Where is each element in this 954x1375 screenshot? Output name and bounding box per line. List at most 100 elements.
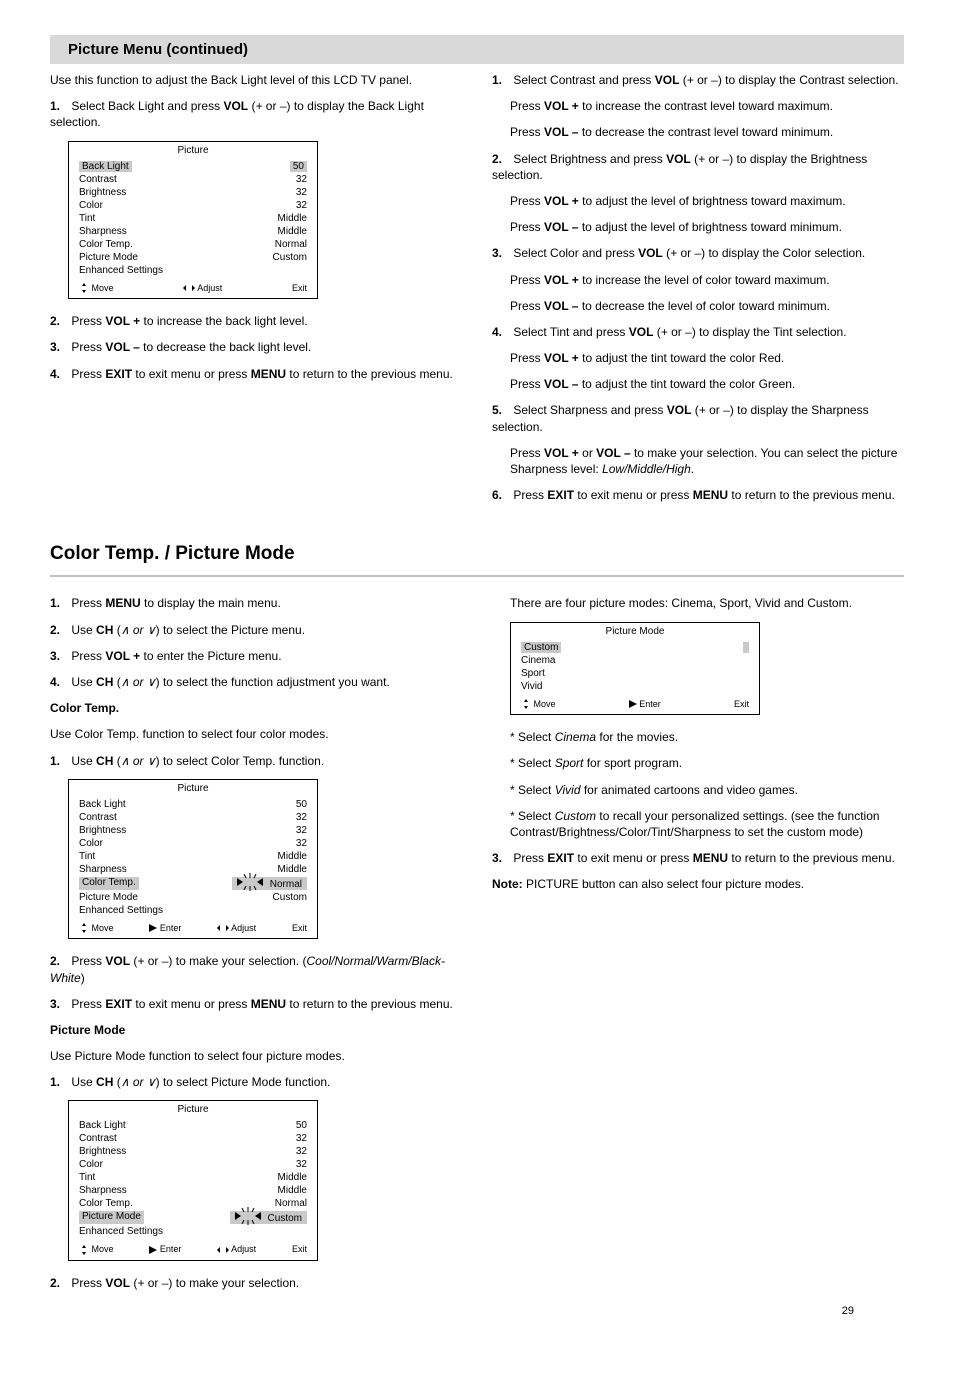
step-number: 2. [50, 313, 68, 329]
osd-row-label: Picture Mode [79, 892, 138, 903]
osd-row: Back Light50 [79, 160, 307, 173]
brightness-l2: Press VOL + to adjust the level of brigh… [510, 193, 904, 209]
tint-l3: Press VOL – to adjust the tint toward th… [510, 376, 904, 392]
nav-step-4: 4. Use CH (∧ or ∨) to select the functio… [50, 674, 462, 690]
step-number: 3. [50, 996, 68, 1012]
step-text: Press VOL (+ or –) to make your selectio… [50, 954, 445, 984]
tint-step: 4. Select Tint and press VOL (+ or –) to… [492, 324, 904, 340]
osd-row-value: 32 [296, 1146, 307, 1157]
step-number: 2. [50, 953, 68, 969]
osd-footer-exit: Exit [292, 283, 307, 294]
osd-row-label: Picture Mode [79, 1211, 144, 1224]
osd-row-label: Brightness [79, 187, 126, 198]
osd-row: Enhanced Settings [79, 264, 307, 277]
brightness-step: 2. Select Brightness and press VOL (+ or… [492, 151, 904, 183]
step-number: 2. [492, 151, 510, 167]
enter-triangle-icon [629, 700, 637, 708]
osd-row-value: Middle [278, 1172, 307, 1183]
step-number: 4. [50, 366, 68, 382]
osd-row: Contrast 32 [79, 1132, 307, 1145]
osd-rows: CustomCinemaSportVivid [511, 641, 759, 697]
step-text: Press VOL (+ or –) to make your selectio… [71, 1276, 299, 1290]
col-left-bottom: 1. Press MENU to display the main menu. … [50, 595, 462, 1301]
osd-row-value: Middle [278, 226, 307, 237]
nav-step-3: 3. Press VOL + to enter the Picture menu… [50, 648, 462, 664]
osd-row-value: Middle [278, 1185, 307, 1196]
colortemp-heading: Color Temp. [50, 700, 462, 716]
adjust-burst-icon [235, 877, 265, 887]
bottom-section: 1. Press MENU to display the main menu. … [50, 595, 904, 1301]
osd-row-label: Tint [79, 213, 95, 224]
colortemp-step-2: 2. Press VOL (+ or –) to make your selec… [50, 953, 462, 985]
step-text: Press EXIT to exit menu or press MENU to… [71, 997, 453, 1011]
osd-row-value: Middle [278, 213, 307, 224]
picmode-note-1: * Select Sport for sport program. [510, 755, 904, 771]
col-right-top: 1. Select Contrast and press VOL (+ or –… [492, 72, 904, 513]
adjust-arrows-icon [217, 924, 229, 932]
osd-footer-move: Move [79, 923, 114, 934]
step-number: 6. [492, 487, 510, 503]
osd-title: Picture Mode [511, 623, 759, 641]
contrast-step: 1. Select Contrast and press VOL (+ or –… [492, 72, 904, 88]
osd-row: Color32 [79, 199, 307, 212]
osd-title: Picture [69, 142, 317, 160]
step-number: 3. [50, 339, 68, 355]
osd-row-label: Color [79, 1159, 103, 1170]
tint-l2: Press VOL + to adjust the tint toward th… [510, 350, 904, 366]
step-number: 3. [492, 245, 510, 261]
osd-footer: Move Enter AdjustExit [69, 921, 317, 939]
osd-row-label: Vivid [521, 681, 543, 692]
osd-row: Back Light50 [79, 798, 307, 811]
osd-row: Picture ModeCustom [79, 891, 307, 904]
step-number: 3. [492, 850, 510, 866]
osd-row: Color Temp. Normal [79, 876, 307, 891]
picmode-note-3: * Select Custom to recall your personali… [510, 808, 904, 840]
osd-row-label: Sport [521, 668, 545, 679]
backlight-step-4: 4. Press EXIT to exit menu or press MENU… [50, 366, 462, 382]
osd-row-label: Cinema [521, 655, 555, 666]
osd-row-label: Brightness [79, 825, 126, 836]
step-number: 4. [50, 674, 68, 690]
osd-colortemp: PictureBack Light50Contrast32Brightness3… [68, 779, 318, 940]
osd-row-value: 50 [290, 161, 307, 172]
adjust-burst-icon [233, 1211, 263, 1221]
sharpness-l2: Press VOL + or VOL – to make your select… [510, 445, 904, 477]
step-number: 5. [492, 402, 510, 418]
step-number: 1. [50, 753, 68, 769]
osd-row-label: Sharpness [79, 226, 127, 237]
step-number: 2. [50, 1275, 68, 1291]
picmode-note-0: * Select Cinema for the movies. [510, 729, 904, 745]
page-header-title: Picture Menu (continued) [68, 41, 248, 58]
osd-row-label: Color Temp. [79, 239, 133, 250]
osd-row-label: Contrast [79, 1133, 117, 1144]
page-number: 29 [842, 1305, 854, 1317]
osd-row-value [743, 642, 749, 653]
step-text: Select Tint and press VOL (+ or –) to di… [513, 325, 846, 339]
osd-row-value: 50 [296, 799, 307, 810]
osd-row-value: 50 [296, 1120, 307, 1131]
osd-row: Back Light50 [79, 1119, 307, 1132]
osd-row-value: 32 [296, 1133, 307, 1144]
osd-row: Color Temp.Normal [79, 238, 307, 251]
osd-footer-exit: Exit [292, 1244, 307, 1255]
move-arrows-icon [79, 283, 89, 293]
contrast-l3: Press VOL – to decrease the contrast lev… [510, 124, 904, 140]
osd-row: Vivid [521, 680, 749, 693]
osd-footer-move: Move [79, 283, 114, 294]
step-text: Press EXIT to exit menu or press MENU to… [71, 367, 453, 381]
step-text: Select Color and press VOL (+ or –) to d… [513, 246, 865, 260]
top-section: Use this function to adjust the Back Lig… [50, 72, 904, 513]
move-arrows-icon [521, 699, 531, 709]
osd-row-label: Contrast [79, 174, 117, 185]
picmode-exit: 3. Press EXIT to exit menu or press MENU… [492, 850, 904, 866]
osd-row: Picture ModeCustom [79, 251, 307, 264]
osd-backlight: PictureBack Light50Contrast32Brightness3… [68, 141, 318, 300]
osd-row-label: Enhanced Settings [79, 905, 163, 916]
osd-footer-move: Move [521, 699, 556, 710]
step-number: 1. [50, 1074, 68, 1090]
step-text: Use CH (∧ or ∨) to select the function a… [71, 675, 389, 689]
osd-title: Picture [69, 780, 317, 798]
adjust-arrows-icon [217, 1246, 229, 1254]
backlight-step-1: 1. Select Back Light and press VOL (+ or… [50, 98, 462, 130]
osd-row-label: Picture Mode [79, 252, 138, 263]
